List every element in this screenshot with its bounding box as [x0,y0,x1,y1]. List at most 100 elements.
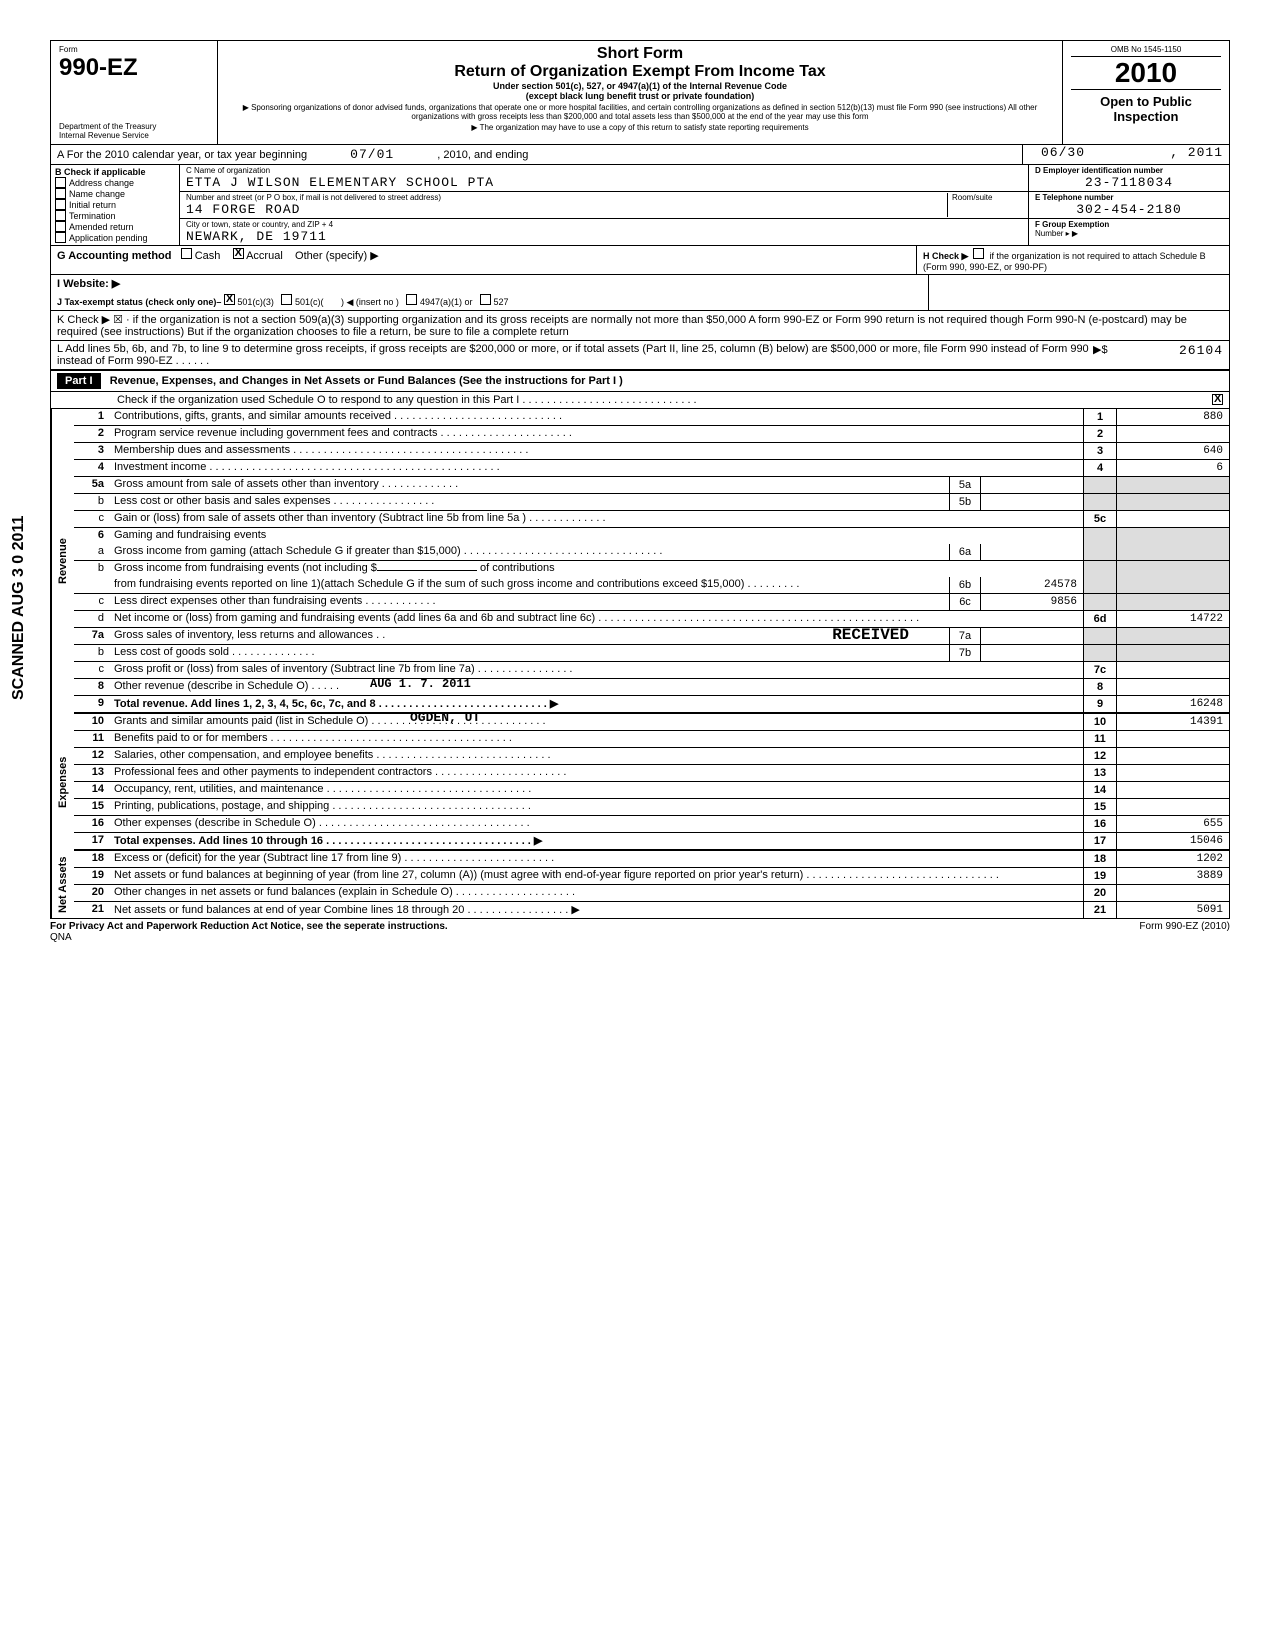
received-date: AUG 1. 7. 2011 [370,677,471,691]
line13-desc: Professional fees and other payments to … [110,765,1083,781]
room-label: Room/suite [952,193,1022,202]
l-arrow: ▶$ [1093,343,1123,367]
dept-label: Department of the Treasury [59,122,209,131]
ogden-stamp: OGDEN, UT [410,710,480,725]
line9-desc: Total revenue. Add lines 1, 2, 3, 4, 5c,… [114,698,558,710]
line17-desc: Total expenses. Add lines 10 through 16 … [114,835,542,847]
expenses-label: Expenses [51,714,74,851]
line16-amt: 655 [1116,816,1229,832]
opt-termination: Termination [69,211,116,221]
line5b-amt [980,494,1083,510]
ty-mid-label: , 2010, and ending [437,149,528,161]
line1-desc: Contributions, gifts, grants, and simila… [110,409,1083,425]
chk-pending[interactable] [55,232,66,243]
line2-amt [1116,426,1229,442]
line5b-desc: Less cost or other basis and sales expen… [110,494,949,510]
h-label: H Check ▶ [923,251,968,261]
chk-amended[interactable] [55,221,66,232]
line14-desc: Occupancy, rent, utilities, and maintena… [110,782,1083,798]
line6b-mid: of contributions [480,562,555,574]
revenue-label: Revenue [51,409,74,714]
b-header: B Check if applicable [55,167,175,177]
line20-desc: Other changes in net assets or fund bala… [110,885,1083,901]
net-assets-section: Net Assets 18Excess or (deficit) for the… [51,851,1229,918]
omb-number: OMB No 1545-1150 [1071,45,1221,57]
open-to-public: Open to Public Inspection [1071,89,1221,124]
line12-amt [1116,748,1229,764]
line7b-amt [980,645,1083,661]
chk-address-change[interactable] [55,177,66,188]
opt-pending: Application pending [69,233,148,243]
line7c-desc: Gross profit or (loss) from sales of inv… [110,662,1083,678]
footer-right: Form 990-EZ (2010) [1139,921,1230,943]
line11-desc: Benefits paid to or for members . . . . … [110,731,1083,747]
line-i: I Website: ▶ [51,275,1229,292]
chk-4947[interactable] [406,294,417,305]
chk-initial-return[interactable] [55,199,66,210]
netassets-label: Net Assets [51,851,74,918]
line3-amt: 640 [1116,443,1229,459]
line6c-desc: Less direct expenses other than fundrais… [110,594,949,610]
part1-label: Part I [57,373,101,389]
short-form-title: Short Form [226,45,1054,63]
line1-amt: 880 [1116,409,1229,425]
form-header: Form 990-EZ Department of the Treasury I… [51,41,1229,145]
chk-501c[interactable] [281,294,292,305]
ty-end-month: 06/30 [1022,145,1103,164]
received-stamp: RECEIVED [832,626,909,644]
line6a-desc: Gross income from gaming (attach Schedul… [110,544,949,560]
line6a-amt [980,544,1083,560]
g-other: Other (specify) ▶ [295,250,379,262]
chk-501c3[interactable] [224,294,235,305]
line7c-amt [1116,662,1229,678]
line-l: L Add lines 5b, 6b, and 7b, to line 9 to… [51,341,1229,371]
chk-accrual[interactable] [233,248,244,259]
line12-desc: Salaries, other compensation, and employ… [110,748,1083,764]
line21-desc: Net assets or fund balances at end of ye… [110,902,1083,918]
line19-desc: Net assets or fund balances at beginning… [110,868,1083,884]
ty-begin: 07/01 [350,147,394,162]
line-j: J Tax-exempt status (check only one)– 50… [51,292,1229,311]
j-501c: 501(c)( [295,297,324,307]
j-insert: ) ◀ (insert no ) [341,297,399,307]
line7a-amt [980,628,1083,644]
revenue-section: Revenue 1Contributions, gifts, grants, a… [51,409,1229,714]
line-a-label: A For the 2010 calendar year, or tax yea… [57,149,307,161]
expenses-section: Expenses 10Grants and similar amounts pa… [51,714,1229,851]
l-amount: 26104 [1123,343,1223,367]
line15-amt [1116,799,1229,815]
line8-amt [1116,679,1229,695]
tax-year: 2010 [1071,57,1221,89]
chk-termination[interactable] [55,210,66,221]
line5c-desc: Gain or (loss) from sale of assets other… [110,511,1083,527]
col-b-checkboxes: B Check if applicable Address change Nam… [51,165,180,245]
c-label: C Name of organization [186,166,1022,175]
line6d-amt: 14722 [1116,611,1229,627]
chk-name-change[interactable] [55,188,66,199]
line7a-desc: Gross sales of inventory, less returns a… [114,629,385,641]
line14-amt [1116,782,1229,798]
line8-desc: Other revenue (describe in Schedule O) .… [114,680,339,692]
j-label: J Tax-exempt status (check only one)– [57,297,221,307]
j-4947: 4947(a)(1) or [420,297,473,307]
chk-schedule-o[interactable] [1212,394,1223,405]
chk-527[interactable] [480,294,491,305]
line11-amt [1116,731,1229,747]
org-street: 14 FORGE ROAD [186,202,947,217]
opt-amended: Amended return [69,222,134,232]
return-title: Return of Organization Exempt From Incom… [226,63,1054,81]
chk-h[interactable] [973,248,984,259]
line9-amt: 16248 [1116,696,1229,712]
g-accrual: Accrual [246,250,283,262]
opt-name-change: Name change [69,189,125,199]
line6b-amt: 24578 [980,577,1083,593]
org-name: ETTA J WILSON ELEMENTARY SCHOOL PTA [186,175,1022,190]
line16-desc: Other expenses (describe in Schedule O) … [110,816,1083,832]
line-k: K Check ▶ ☒ · if the organization is not… [51,311,1229,341]
line5a-amt [980,477,1083,493]
chk-cash[interactable] [181,248,192,259]
e-label: E Telephone number [1035,193,1223,202]
line4-amt: 6 [1116,460,1229,476]
line3-desc: Membership dues and assessments . . . . … [110,443,1083,459]
form-990ez: Form 990-EZ Department of the Treasury I… [50,40,1230,919]
